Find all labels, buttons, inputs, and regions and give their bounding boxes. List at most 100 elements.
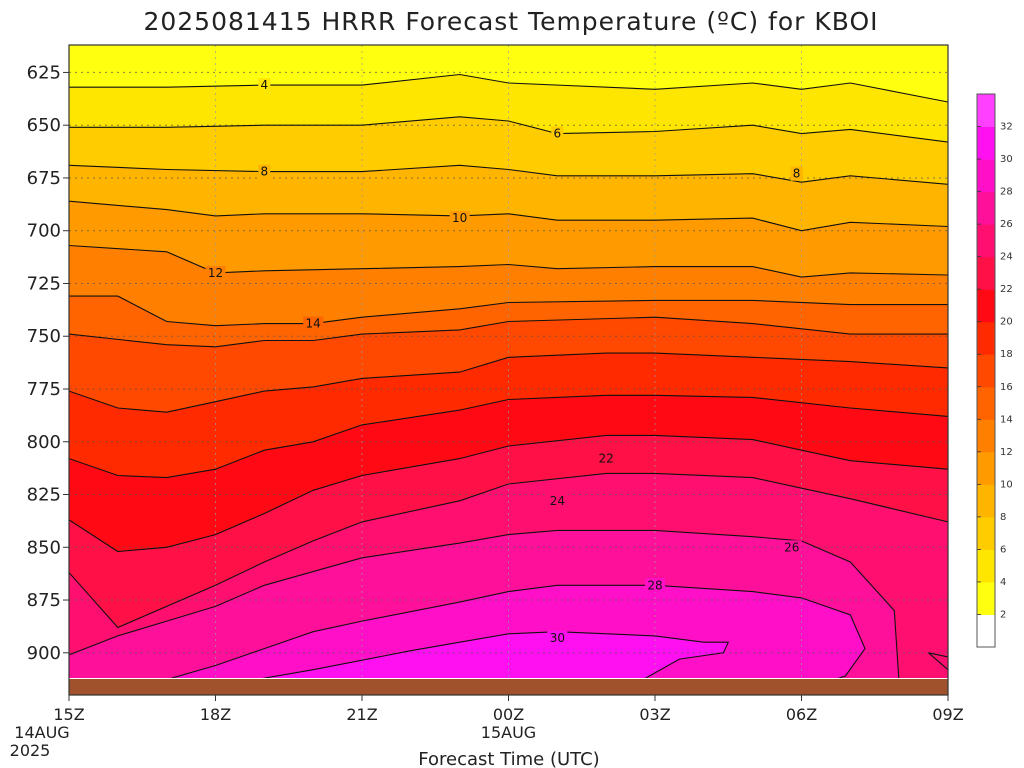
colorbar-label-26: 26 [1000, 219, 1013, 230]
band-20 [69, 395, 948, 552]
ground-terrain [69, 679, 948, 695]
x-tick-label-06Z: 06Z [786, 705, 817, 724]
contour-label-bg-28 [645, 578, 665, 593]
contour-label-bg-12 [205, 265, 226, 280]
band-22 [69, 435, 948, 628]
x-tick-label-15Z-line2: 14AUG [14, 723, 69, 742]
y-tick-label-875: 875 [27, 590, 61, 611]
contour-label-bg-4 [258, 78, 271, 93]
colorbar-label-30: 30 [1000, 154, 1013, 165]
contour-label-14: 14 [306, 317, 321, 331]
contour-24 [69, 472, 948, 629]
colorbar-swatch-11 [977, 256, 995, 290]
colorbar-label-8: 8 [1000, 512, 1006, 523]
band-18 [69, 353, 948, 478]
chart-title: 2025081415 HRRR Forecast Temperature (ºC… [143, 7, 878, 36]
contour-label-12: 12 [208, 266, 223, 280]
colorbar-swatch-13 [977, 191, 995, 225]
colorbar-swatch-0 [977, 614, 995, 648]
x-tick-label-15Z-line3: 2025 [10, 741, 51, 760]
contour-label-bg-10 [449, 211, 470, 226]
y-tick-label-750: 750 [27, 326, 61, 347]
contour-label-bg-22 [596, 451, 617, 466]
colorbar-swatch-14 [977, 159, 995, 193]
contour-label-22: 22 [599, 452, 614, 466]
x-tick-label-00Z: 00Z [493, 705, 524, 724]
y-tick-label-650: 650 [27, 115, 61, 136]
contour-labels: 4 6 8 8 10 12 14 22 24 26 28 30 [205, 78, 803, 646]
colorbar-label-28: 28 [1000, 187, 1013, 198]
colorbar-label-10: 10 [1000, 479, 1013, 490]
grid-lines [69, 45, 948, 678]
y-axis: 625 650 675 700 725 750 775 800 825 850 875 900 [27, 62, 69, 664]
contour-30 [261, 631, 730, 678]
contour-8 [69, 164, 948, 185]
x-tick-label-09Z: 09Z [932, 705, 963, 724]
colorbar-swatch-9 [977, 321, 995, 355]
x-tick-label-21Z: 21Z [346, 705, 377, 724]
contour-label-bg-30 [547, 631, 568, 646]
y-tick-label-800: 800 [27, 432, 61, 453]
colorbar-swatch-7 [977, 386, 995, 420]
contour-label-8: 8 [261, 165, 269, 179]
contour-14 [69, 295, 948, 327]
contour-label-bg-8 [258, 164, 271, 179]
contour-18 [69, 352, 948, 413]
x-tick-label-03Z: 03Z [639, 705, 670, 724]
contour-label-bg-26 [781, 540, 802, 555]
contour-6 [69, 116, 948, 143]
colorbar-swatch-5 [977, 451, 995, 485]
y-tick-label-700: 700 [27, 221, 61, 242]
colorbar-frame [976, 93, 996, 648]
y-tick-label-675: 675 [27, 168, 61, 189]
x-tick-label-15Z: 15Z [53, 705, 84, 724]
y-tick-label-775: 775 [27, 379, 61, 400]
contour-label-bg-6 [551, 126, 564, 141]
colorbar-swatch-2 [977, 549, 995, 583]
colorbar-swatch-16 [977, 94, 995, 128]
colorbar-swatch-8 [977, 354, 995, 388]
colorbar-swatch-4 [977, 484, 995, 518]
x-tick-label-18Z: 18Z [200, 705, 231, 724]
contour-label-bg-14 [303, 316, 324, 331]
colorbar-label-20: 20 [1000, 317, 1013, 328]
band-10 [69, 201, 948, 278]
colorbar-label-24: 24 [1000, 252, 1013, 263]
colorbar-swatch-3 [977, 516, 995, 550]
band-8 [69, 165, 948, 231]
colorbar-swatch-1 [977, 581, 995, 615]
x-axis-label: Forecast Time (UTC) [418, 749, 599, 768]
contour-16 [69, 316, 948, 348]
contour-20 [69, 394, 948, 479]
band-4 [69, 74, 948, 143]
contour-label-26: 26 [784, 540, 799, 554]
core-band-30 [265, 631, 729, 678]
contour-label-4: 4 [261, 78, 269, 92]
colorbar-label-6: 6 [1000, 544, 1006, 555]
y-tick-label-850: 850 [27, 537, 61, 558]
contour-label-28: 28 [647, 578, 662, 592]
contour-label-6: 6 [554, 127, 562, 141]
contour-label-30: 30 [550, 631, 565, 645]
contour-4 [69, 73, 948, 103]
colorbar-label-22: 22 [1000, 284, 1013, 295]
colorbar-swatch-6 [977, 419, 995, 453]
contour-label-bg-24 [547, 493, 568, 508]
colorbar-label-2: 2 [1000, 609, 1006, 620]
plot-area: 4 6 8 8 10 12 14 22 24 26 28 30 [69, 45, 948, 678]
contour-28 [170, 584, 866, 678]
colorbar-swatch-10 [977, 289, 995, 323]
x-tick-label-00Z-line2: 15AUG [481, 723, 536, 742]
contour-22 [69, 434, 948, 553]
contour-label-24: 24 [550, 494, 565, 508]
colorbar-label-12: 12 [1000, 447, 1013, 458]
contour-label-10: 10 [452, 211, 467, 225]
colorbar-label-16: 16 [1000, 382, 1013, 393]
y-tick-label-625: 625 [27, 62, 61, 83]
contour-20 [928, 652, 948, 671]
colorbar-swatch-12 [977, 224, 995, 258]
y-tick-label-900: 900 [27, 643, 61, 664]
contour-label-8: 8 [793, 167, 801, 181]
